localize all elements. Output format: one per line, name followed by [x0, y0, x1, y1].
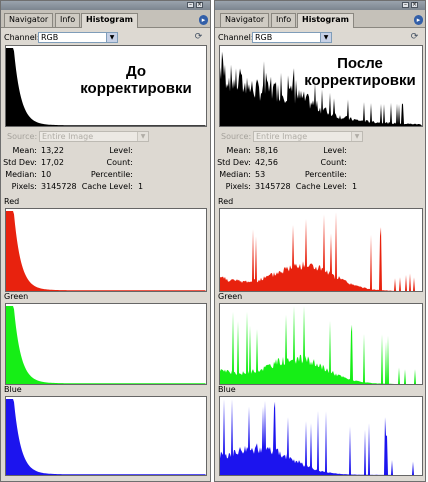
- close-icon[interactable]: ×: [411, 1, 418, 8]
- panel-menu-icon[interactable]: ▸: [199, 15, 208, 25]
- blue-channel-label: Blue: [218, 385, 236, 394]
- tab-navigator[interactable]: Navigator: [220, 13, 270, 27]
- mean-label: Mean:: [226, 146, 252, 155]
- panel-menu-icon[interactable]: ▸: [414, 15, 423, 25]
- histogram-area: [220, 51, 422, 126]
- histogram-area: [6, 306, 206, 384]
- source-select-value: Entire Image: [256, 132, 308, 141]
- channel-select[interactable]: RGB ▼: [38, 32, 118, 43]
- cache-level-value: 1: [352, 182, 358, 191]
- chevron-down-icon[interactable]: ▼: [320, 33, 331, 42]
- tab-bar: Navigator Info Histogram ▸: [215, 10, 425, 28]
- blue-histogram: [219, 396, 423, 476]
- median-label: Median:: [5, 170, 37, 179]
- blue-channel-label: Blue: [4, 385, 22, 394]
- cache-level-label: Cache Level:: [295, 182, 347, 191]
- tab-histogram[interactable]: Histogram: [81, 13, 138, 28]
- source-label: Source:: [221, 132, 252, 141]
- blue-histogram-graph: [220, 399, 422, 475]
- mean-value: 58,16: [255, 146, 278, 155]
- histogram-panel-after: – × Navigator Info Histogram ▸ Channel: …: [214, 0, 426, 482]
- refresh-icon[interactable]: ⟳: [194, 32, 203, 42]
- pixels-value: 3145728: [41, 182, 77, 191]
- tab-navigator[interactable]: Navigator: [4, 13, 54, 27]
- rgb-histogram-graph: [6, 48, 206, 126]
- red-channel-label: Red: [4, 197, 20, 206]
- source-select: Entire Image ▼: [253, 131, 363, 142]
- tab-info[interactable]: Info: [271, 13, 297, 27]
- rgb-histogram-graph: [220, 51, 422, 126]
- rgb-histogram: [5, 45, 207, 127]
- histogram-area: [220, 212, 422, 291]
- channel-select-value: RGB: [255, 33, 273, 42]
- channel-label: Channel:: [4, 33, 40, 42]
- green-histogram-graph: [6, 306, 206, 384]
- green-histogram: [219, 303, 423, 385]
- mean-value: 13,22: [41, 146, 64, 155]
- overlay-line-2: корректировки: [304, 72, 416, 89]
- minimize-icon[interactable]: –: [187, 1, 194, 8]
- percentile-label: Percentile:: [304, 170, 347, 179]
- histogram-area: [220, 399, 422, 475]
- tab-bar: Navigator Info Histogram ▸: [1, 10, 210, 28]
- stddev-value: 17,02: [41, 158, 64, 167]
- cache-level-value: 1: [138, 182, 144, 191]
- overlay-line-2: корректировки: [80, 80, 192, 97]
- source-label: Source:: [7, 132, 38, 141]
- blue-histogram-graph: [6, 399, 206, 475]
- count-label: Count:: [320, 158, 347, 167]
- pixels-label: Pixels:: [225, 182, 251, 191]
- stddev-label: Std Dev:: [3, 158, 37, 167]
- chevron-down-icon: ▼: [351, 132, 362, 141]
- overlay-line-1: После: [337, 55, 383, 72]
- median-value: 53: [255, 170, 266, 179]
- blue-histogram: [5, 396, 207, 476]
- red-histogram: [219, 208, 423, 292]
- histogram-area: [6, 211, 206, 291]
- channel-label: Channel:: [218, 33, 254, 42]
- stddev-label: Std Dev:: [217, 158, 251, 167]
- green-histogram: [5, 303, 207, 385]
- red-histogram-graph: [220, 212, 422, 291]
- pixels-label: Pixels:: [11, 182, 37, 191]
- channel-select[interactable]: RGB ▼: [252, 32, 332, 43]
- tab-info[interactable]: Info: [55, 13, 81, 27]
- close-icon[interactable]: ×: [196, 1, 203, 8]
- tab-histogram[interactable]: Histogram: [297, 13, 354, 28]
- panel-titlebar[interactable]: – ×: [1, 1, 210, 10]
- channel-select-value: RGB: [41, 33, 59, 42]
- rgb-histogram: [219, 45, 423, 127]
- refresh-icon[interactable]: ⟳: [410, 32, 419, 42]
- chevron-down-icon: ▼: [137, 132, 148, 141]
- median-label: Median:: [219, 170, 251, 179]
- source-select: Entire Image ▼: [39, 131, 149, 142]
- histogram-area: [220, 306, 422, 384]
- median-value: 10: [41, 170, 52, 179]
- source-select-value: Entire Image: [42, 132, 94, 141]
- percentile-label: Percentile:: [90, 170, 133, 179]
- overlay-line-1: До: [125, 63, 147, 80]
- red-histogram: [5, 208, 207, 292]
- panel-titlebar[interactable]: – ×: [215, 1, 425, 10]
- level-label: Level:: [109, 146, 133, 155]
- histogram-area: [6, 48, 206, 126]
- histogram-panel-before: – × Navigator Info Histogram ▸ Channel: …: [0, 0, 211, 482]
- count-label: Count:: [106, 158, 133, 167]
- red-histogram-graph: [6, 211, 206, 291]
- green-histogram-graph: [220, 306, 422, 384]
- chevron-down-icon[interactable]: ▼: [106, 33, 117, 42]
- pixels-value: 3145728: [255, 182, 291, 191]
- mean-label: Mean:: [12, 146, 38, 155]
- red-channel-label: Red: [218, 197, 234, 206]
- stddev-value: 42,56: [255, 158, 278, 167]
- histogram-area: [6, 399, 206, 475]
- cache-level-label: Cache Level:: [81, 182, 133, 191]
- minimize-icon[interactable]: –: [402, 1, 409, 8]
- level-label: Level:: [323, 146, 347, 155]
- green-channel-label: Green: [218, 292, 243, 301]
- green-channel-label: Green: [4, 292, 29, 301]
